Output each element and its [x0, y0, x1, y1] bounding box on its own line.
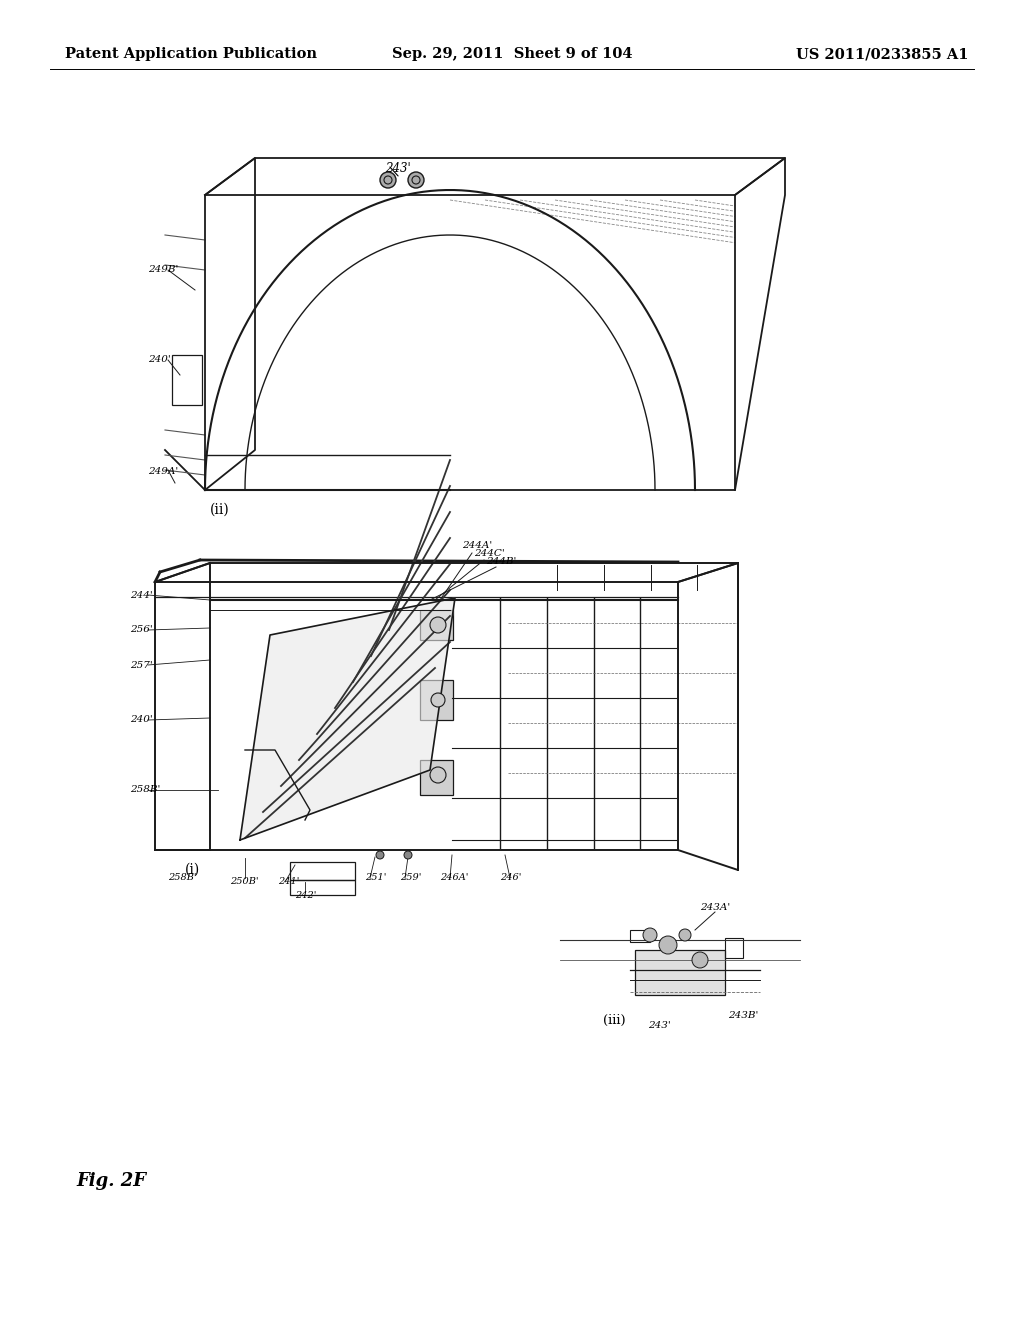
Text: 244C': 244C': [474, 549, 505, 557]
Polygon shape: [240, 598, 455, 840]
Text: 258B': 258B': [130, 785, 161, 795]
Bar: [290, 862, 355, 880]
Text: 243A': 243A': [700, 903, 730, 912]
Bar: [725, 939, 743, 958]
Text: 240': 240': [148, 355, 171, 364]
Circle shape: [408, 172, 424, 187]
Text: 243B': 243B': [728, 1011, 759, 1019]
Text: 249B': 249B': [148, 265, 178, 275]
Circle shape: [430, 616, 446, 634]
Circle shape: [404, 851, 412, 859]
Text: US 2011/0233855 A1: US 2011/0233855 A1: [797, 48, 969, 61]
Bar: [420, 610, 453, 640]
Text: 244B': 244B': [486, 557, 516, 565]
Text: 246': 246': [500, 874, 521, 883]
Bar: [420, 680, 453, 719]
Text: (iii): (iii): [603, 1014, 626, 1027]
Text: 243': 243': [385, 161, 411, 174]
Circle shape: [430, 767, 446, 783]
Circle shape: [380, 172, 396, 187]
Text: 240': 240': [130, 715, 153, 725]
Text: 257': 257': [130, 660, 153, 669]
Text: 243': 243': [648, 1020, 671, 1030]
Text: 259': 259': [400, 874, 421, 883]
Text: Patent Application Publication: Patent Application Publication: [65, 48, 317, 61]
Circle shape: [376, 851, 384, 859]
Text: (ii): (ii): [210, 503, 229, 517]
Text: 249A': 249A': [148, 467, 178, 477]
Circle shape: [659, 936, 677, 954]
Text: (i): (i): [185, 863, 201, 876]
Text: 250B': 250B': [230, 878, 258, 887]
Text: 244': 244': [130, 590, 153, 599]
Text: 258B': 258B': [168, 874, 197, 883]
Text: 251': 251': [365, 874, 386, 883]
Text: 256': 256': [130, 626, 153, 635]
Text: 242': 242': [295, 891, 316, 899]
Bar: [420, 760, 453, 795]
Text: Sep. 29, 2011  Sheet 9 of 104: Sep. 29, 2011 Sheet 9 of 104: [392, 48, 632, 61]
Circle shape: [679, 929, 691, 941]
Bar: [290, 880, 355, 895]
Text: 244A': 244A': [462, 540, 493, 549]
Circle shape: [692, 952, 708, 968]
Text: 241': 241': [278, 878, 299, 887]
Text: 246A': 246A': [440, 874, 468, 883]
Circle shape: [643, 928, 657, 942]
Bar: [630, 931, 650, 942]
Bar: [635, 950, 725, 995]
Text: Fig. 2F: Fig. 2F: [77, 1172, 146, 1191]
Circle shape: [431, 693, 445, 708]
